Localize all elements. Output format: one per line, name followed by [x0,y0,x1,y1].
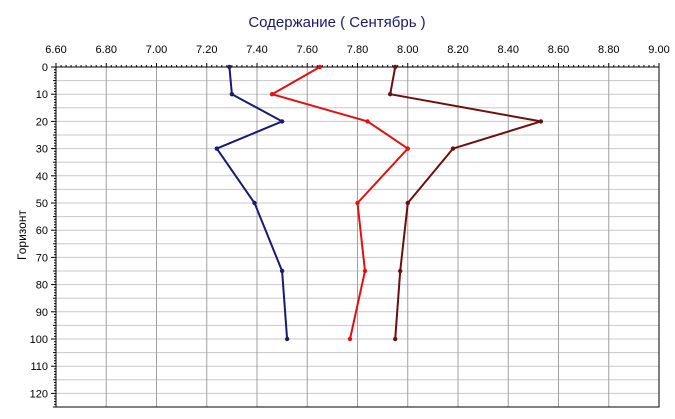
x-tick-label: 7.00 [146,44,167,56]
data-point [227,64,232,70]
grid [56,67,659,407]
y-tick-label: 20 [36,116,48,128]
data-point [392,64,398,70]
series-2 [269,64,410,342]
y-tick-label: 0 [42,62,48,74]
data-point [392,336,398,342]
data-point [229,92,235,97]
series-1 [214,64,290,342]
y-tick-label: 60 [36,225,48,237]
data-point [398,268,403,274]
data-point [365,119,370,124]
x-tick-label: 8.60 [548,44,569,56]
y-tick-label: 120 [30,388,48,400]
y-tick-label: 80 [36,280,48,292]
y-tick-label: 70 [36,252,48,264]
data-point [387,92,393,97]
data-point [214,146,219,151]
y-tick-label: 100 [30,334,48,346]
x-axis: 6.60 6.80 7.00 7.20 7.40 7.60 7.80 8.00 8.20 8.40… [45,44,670,67]
data-point [538,119,544,124]
data-point [355,200,360,206]
x-tick-label: 7.60 [297,44,318,56]
x-tick-label: 7.40 [246,44,267,56]
data-point [269,92,275,97]
chart-title: Содержание ( Сентябрь ) [248,14,425,31]
y-tick-label: 30 [36,144,48,156]
y-axis: 0 10 20 30 40 50 60 70 80 90 100 110 120 [30,62,56,408]
x-tick-label: 8.20 [447,44,468,56]
data-point [279,119,285,124]
y-tick-label: 90 [36,307,48,319]
series-layer [214,64,544,342]
x-tick-label: 9.00 [648,44,669,56]
data-point [284,336,290,342]
x-tick-label: 7.80 [347,44,368,56]
data-point [347,336,353,342]
y-tick-label: 40 [36,171,48,183]
x-tick-label: 6.60 [45,44,66,56]
x-tick-label: 7.20 [196,44,217,56]
data-point [362,268,368,274]
y-axis-label: Горизонт [15,210,29,260]
data-point [279,268,285,274]
data-point [317,64,323,70]
y-tick-label: 50 [36,198,48,210]
data-point [450,146,456,151]
x-tick-label: 6.80 [96,44,117,56]
y-tick-label: 110 [30,361,48,373]
data-point [252,200,257,206]
data-point [405,200,410,206]
x-tick-label: 8.40 [498,44,519,56]
series-3 [387,64,544,342]
data-point [405,146,410,151]
y-tick-label: 10 [36,89,48,101]
x-tick-label: 8.00 [397,44,418,56]
x-tick-label: 8.80 [598,44,619,56]
